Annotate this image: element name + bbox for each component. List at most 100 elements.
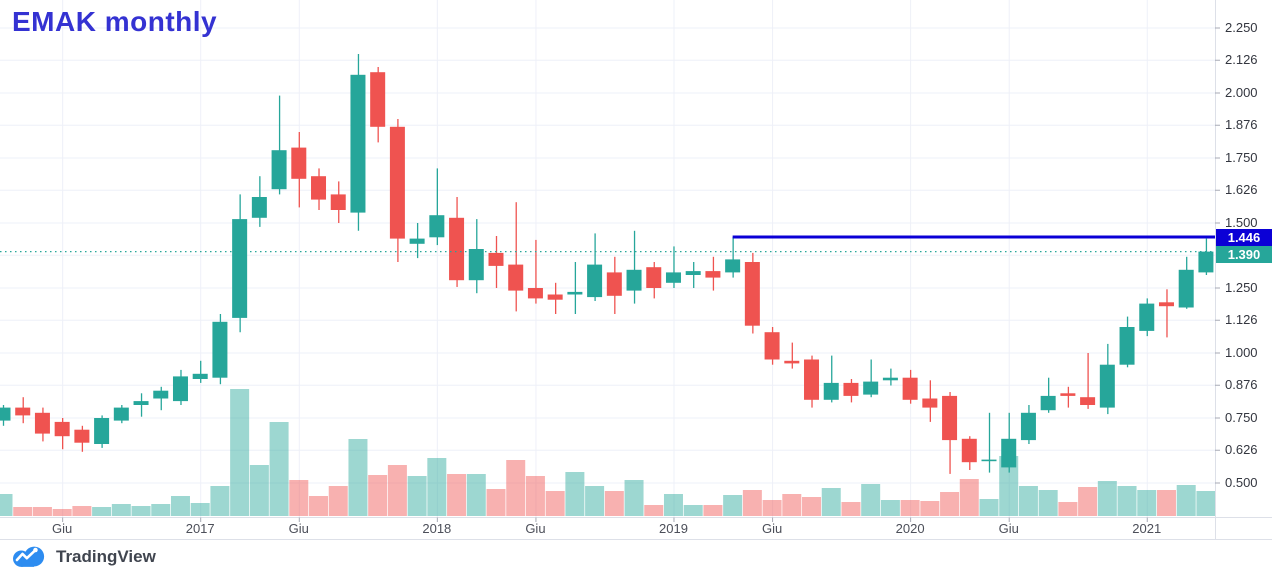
- candle-down: [1158, 302, 1174, 307]
- price-tick-label: 0.876: [1225, 377, 1258, 393]
- candle-down: [527, 288, 543, 299]
- volume-bar: [1097, 481, 1117, 516]
- candle-down: [942, 395, 958, 441]
- volume-bar: [525, 476, 545, 516]
- candle-down: [922, 398, 938, 408]
- candle-up: [133, 401, 149, 405]
- time-axis[interactable]: Giu 2017 Giu 2018 Giu 2019 Giu 2020 Giu 2021: [0, 518, 1215, 540]
- candle-down: [370, 72, 386, 127]
- volume-bar: [644, 505, 664, 516]
- candle-down: [843, 382, 859, 396]
- volume-bar: [880, 500, 900, 516]
- volume-bar: [131, 506, 151, 516]
- time-tick-label: Giu: [288, 521, 309, 536]
- volume-bar: [1038, 490, 1058, 516]
- volume-bar: [585, 486, 605, 516]
- price-tick-label: 0.750: [1225, 410, 1258, 425]
- volume-bar: [170, 496, 190, 516]
- candle-down: [74, 429, 90, 443]
- volume-bar: [328, 486, 348, 516]
- volume-bar: [348, 439, 368, 516]
- candle-up: [350, 74, 366, 213]
- candle-down: [488, 252, 504, 266]
- candle-up: [94, 418, 110, 444]
- volume-bar: [151, 504, 171, 516]
- candle-up: [626, 269, 642, 291]
- volume-bar: [72, 506, 92, 516]
- candle-up: [1020, 412, 1036, 441]
- volume-bar: [249, 465, 269, 516]
- candle-up: [251, 197, 267, 218]
- candle-down: [764, 332, 780, 360]
- time-tick-label: Giu: [52, 521, 73, 536]
- volume-bar: [1117, 486, 1137, 516]
- volume-bar: [506, 460, 526, 516]
- candle-down: [646, 267, 662, 288]
- volume-bar: [309, 496, 329, 516]
- candle-up: [1139, 303, 1155, 331]
- tradingview-logo-text: TradingView: [56, 546, 156, 566]
- last-price-badge: 1.390: [1216, 245, 1272, 263]
- volume-bar: [782, 494, 802, 516]
- volume-bar: [427, 458, 447, 516]
- price-tick-label: 2.126: [1225, 52, 1258, 68]
- volume-bar: [940, 492, 960, 516]
- candle-up: [981, 459, 997, 462]
- volume-bar: [486, 489, 506, 516]
- price-tick-label: 1.000: [1225, 345, 1258, 360]
- volume-bar: [1018, 486, 1038, 516]
- candle-up: [685, 271, 701, 275]
- candle-up: [1040, 395, 1056, 411]
- time-tick-label: 2020: [895, 521, 925, 536]
- candle-down: [330, 194, 346, 210]
- volume-bar: [821, 488, 841, 516]
- candle-up: [1119, 327, 1135, 365]
- volume-bar: [802, 497, 822, 516]
- volume-bar: [0, 494, 13, 516]
- tradingview-logo[interactable]: TradingView: [10, 545, 156, 568]
- candle-down: [804, 359, 820, 400]
- candle-down: [744, 262, 760, 326]
- price-tick-label: 2.000: [1225, 85, 1258, 100]
- price-axis[interactable]: 2.250 2.126 2.000 1.876 1.750 1.626 1.500 1.250…: [1216, 0, 1272, 540]
- candle-up: [172, 376, 188, 402]
- volume-bar: [861, 484, 881, 516]
- candle-up: [567, 291, 583, 295]
- volume-bar: [111, 504, 131, 516]
- price-tick-label: 1.500: [1225, 215, 1258, 230]
- volume-bar: [92, 507, 112, 516]
- volume-bar: [565, 472, 585, 516]
- volume-bar: [1176, 485, 1196, 516]
- volume-bar: [999, 456, 1019, 516]
- volume-bar: [1137, 490, 1157, 516]
- time-tick-label: 2021: [1132, 521, 1162, 536]
- candle-up: [192, 373, 208, 379]
- candle-up: [429, 215, 445, 238]
- candle-up: [1178, 269, 1194, 308]
- candle-up: [0, 407, 11, 421]
- volume-bar: [1156, 490, 1176, 516]
- volume-bar: [387, 465, 407, 516]
- volume-bar: [32, 507, 52, 516]
- volume-bar: [269, 422, 289, 516]
- volume-bar: [604, 491, 624, 516]
- candle-up: [587, 264, 603, 298]
- time-tick-label: 2018: [422, 521, 452, 536]
- price-line-badge: 1.446: [1216, 228, 1272, 246]
- tradingview-logo-icon: [13, 546, 45, 567]
- candle-down: [1080, 397, 1096, 405]
- chart-title: EMAK monthly: [12, 6, 218, 37]
- volume-bar: [979, 499, 999, 516]
- volume-bar: [663, 494, 683, 516]
- candle-down: [902, 377, 918, 400]
- candle-up: [1198, 251, 1214, 273]
- candle-down: [508, 264, 524, 291]
- candle-up: [1099, 364, 1115, 408]
- candle-up: [153, 390, 169, 399]
- candle-up: [1001, 438, 1017, 468]
- candle-up: [863, 381, 879, 395]
- time-tick-label: Giu: [998, 521, 1019, 536]
- candle-down: [961, 438, 977, 463]
